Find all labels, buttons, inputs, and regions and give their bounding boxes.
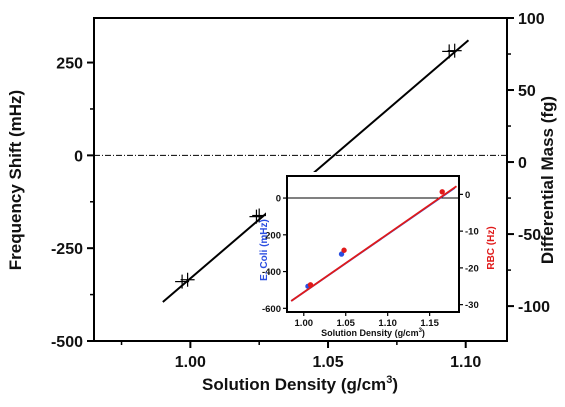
inset-x-tick-label: 1.15 (420, 318, 439, 329)
inset-data-point (338, 251, 345, 257)
x-tick-label: 1.05 (312, 354, 343, 371)
data-point (180, 272, 195, 287)
y-right-tick-label: -50 (518, 227, 541, 244)
inset-data-point (341, 247, 347, 253)
plot-frame (93, 17, 508, 342)
inset-y-right-tick-label: -20 (465, 263, 479, 274)
inset-x-tick-label: 1.10 (378, 318, 397, 329)
inset-x-axis-title: Solution Density (g/cm3) (321, 328, 425, 338)
y-tick-label: -500 (51, 334, 83, 351)
inset-series-line (290, 185, 457, 302)
inset-y-tick-label: -200 (262, 230, 281, 241)
inset-x-tick-label: 1.05 (336, 318, 355, 329)
x-tick-label: 1.10 (450, 354, 481, 371)
inset-data-point (307, 282, 314, 288)
inset-y-right-axis-title: RBC (Hz) (486, 226, 497, 269)
y-tick-label: 0 (74, 148, 83, 165)
y-right-tick-label: -100 (518, 299, 550, 316)
inset-y-tick-label: 0 (276, 194, 281, 205)
inset-y-tick-label: -600 (262, 304, 281, 315)
y-right-tick-label: 50 (518, 83, 536, 100)
y-right-tick-label: 0 (518, 155, 527, 172)
data-point (447, 43, 462, 58)
inset-x-tick-label: 1.00 (295, 318, 314, 329)
inset-y-axis-title: E. Coli (mHz) (259, 219, 270, 281)
data-point (252, 208, 267, 223)
x-axis-title: Solution Density (g/cm3) (202, 374, 398, 394)
fit-line (162, 39, 470, 303)
inset-plot: 1.00 1.05 1.10 1.15 0 -200 -400 -600 0 -10 -20 -30 (262, 185, 479, 329)
data-point (442, 44, 457, 59)
inset-y-tick-label: -400 (262, 267, 281, 278)
x-tick-label: 1.00 (175, 354, 206, 371)
inset-y-right-tick-label: 0 (465, 190, 470, 201)
data-point (175, 274, 190, 289)
data-point (249, 209, 264, 224)
y-right-axis-title: Differential Mass (fg) (538, 96, 557, 264)
y-axis-title: Frequency Shift (mHz) (6, 90, 25, 270)
inset: 1.00 1.05 1.10 1.150-200-400-6000-10-20-30 … (259, 172, 497, 338)
inset-frame (286, 175, 460, 313)
inset-background (266, 172, 496, 334)
y-tick-label: 250 (56, 56, 83, 73)
inset-data-point (439, 189, 445, 195)
y-tick-label: -250 (51, 241, 83, 258)
y-right-tick-label: 100 (518, 11, 545, 28)
inset-y-right-tick-label: -30 (465, 300, 479, 311)
inset-y-right-tick-label: -10 (465, 227, 479, 238)
